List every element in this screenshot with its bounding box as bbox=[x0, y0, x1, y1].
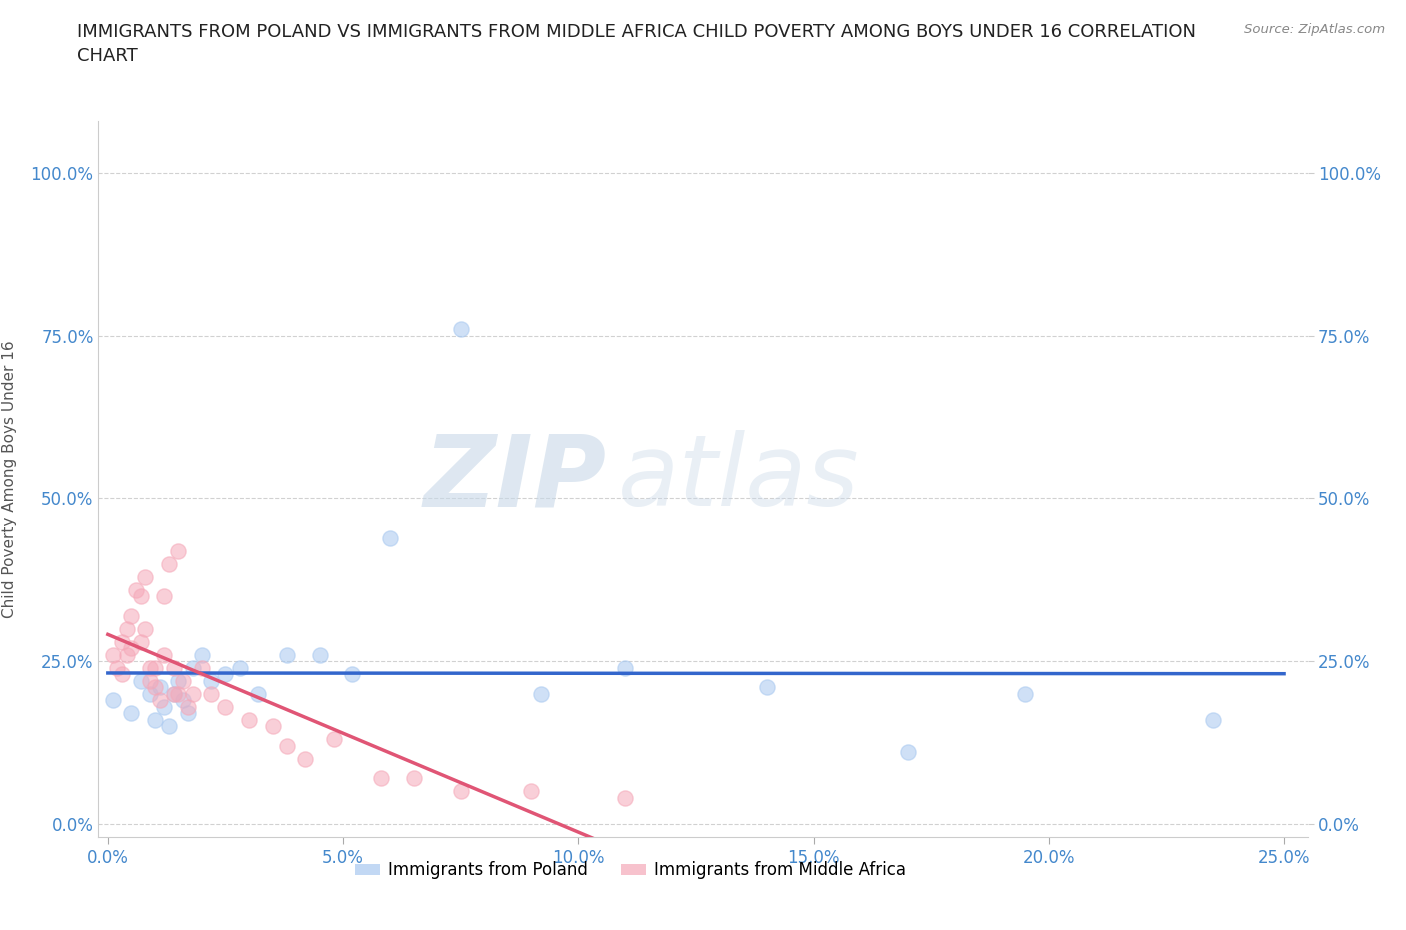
Point bbox=[163, 686, 186, 701]
Point bbox=[129, 589, 152, 604]
Point bbox=[214, 667, 236, 682]
Point bbox=[172, 693, 194, 708]
Point bbox=[1014, 686, 1036, 701]
Point bbox=[115, 621, 138, 636]
Point bbox=[200, 673, 222, 688]
Point bbox=[181, 660, 204, 675]
Point bbox=[370, 771, 392, 786]
Point bbox=[153, 647, 176, 662]
Y-axis label: Child Poverty Among Boys Under 16: Child Poverty Among Boys Under 16 bbox=[1, 340, 17, 618]
Point bbox=[191, 660, 214, 675]
Point bbox=[143, 660, 166, 675]
Point bbox=[139, 660, 162, 675]
Text: Source: ZipAtlas.com: Source: ZipAtlas.com bbox=[1244, 23, 1385, 36]
Point bbox=[134, 621, 156, 636]
Point bbox=[101, 647, 124, 662]
Text: IMMIGRANTS FROM POLAND VS IMMIGRANTS FROM MIDDLE AFRICA CHILD POVERTY AMONG BOYS: IMMIGRANTS FROM POLAND VS IMMIGRANTS FRO… bbox=[77, 23, 1197, 65]
Legend: Immigrants from Poland, Immigrants from Middle Africa: Immigrants from Poland, Immigrants from … bbox=[347, 855, 912, 886]
Point bbox=[167, 673, 190, 688]
Point bbox=[101, 693, 124, 708]
Point bbox=[125, 582, 148, 597]
Point bbox=[129, 673, 152, 688]
Point bbox=[402, 771, 425, 786]
Point bbox=[172, 673, 194, 688]
Point bbox=[1202, 712, 1225, 727]
Point bbox=[614, 660, 637, 675]
Point bbox=[294, 751, 316, 766]
Point bbox=[163, 686, 186, 701]
Point bbox=[520, 784, 543, 799]
Text: ZIP: ZIP bbox=[423, 431, 606, 527]
Point bbox=[614, 790, 637, 805]
Point bbox=[181, 686, 204, 701]
Point bbox=[157, 719, 180, 734]
Point bbox=[157, 556, 180, 571]
Point bbox=[238, 712, 260, 727]
Point bbox=[276, 647, 298, 662]
Point bbox=[111, 667, 134, 682]
Point bbox=[129, 634, 152, 649]
Point bbox=[177, 699, 200, 714]
Point bbox=[262, 719, 284, 734]
Point bbox=[247, 686, 270, 701]
Point bbox=[167, 686, 190, 701]
Point bbox=[322, 732, 344, 747]
Point bbox=[450, 322, 472, 337]
Point bbox=[214, 699, 236, 714]
Point bbox=[153, 699, 176, 714]
Point bbox=[163, 660, 186, 675]
Point bbox=[450, 784, 472, 799]
Point bbox=[111, 634, 134, 649]
Point bbox=[276, 738, 298, 753]
Point bbox=[120, 706, 142, 721]
Text: atlas: atlas bbox=[619, 431, 860, 527]
Point bbox=[167, 543, 190, 558]
Point bbox=[228, 660, 250, 675]
Point bbox=[120, 608, 142, 623]
Point bbox=[105, 660, 128, 675]
Point bbox=[342, 667, 364, 682]
Point bbox=[149, 680, 172, 695]
Point bbox=[120, 641, 142, 656]
Point bbox=[139, 686, 162, 701]
Point bbox=[177, 706, 200, 721]
Point bbox=[134, 569, 156, 584]
Point bbox=[755, 680, 778, 695]
Point bbox=[378, 530, 401, 545]
Point bbox=[115, 647, 138, 662]
Point bbox=[139, 673, 162, 688]
Point bbox=[143, 680, 166, 695]
Point bbox=[153, 589, 176, 604]
Point bbox=[530, 686, 553, 701]
Point bbox=[200, 686, 222, 701]
Point bbox=[191, 647, 214, 662]
Point bbox=[897, 745, 920, 760]
Point bbox=[308, 647, 330, 662]
Point bbox=[149, 693, 172, 708]
Point bbox=[143, 712, 166, 727]
